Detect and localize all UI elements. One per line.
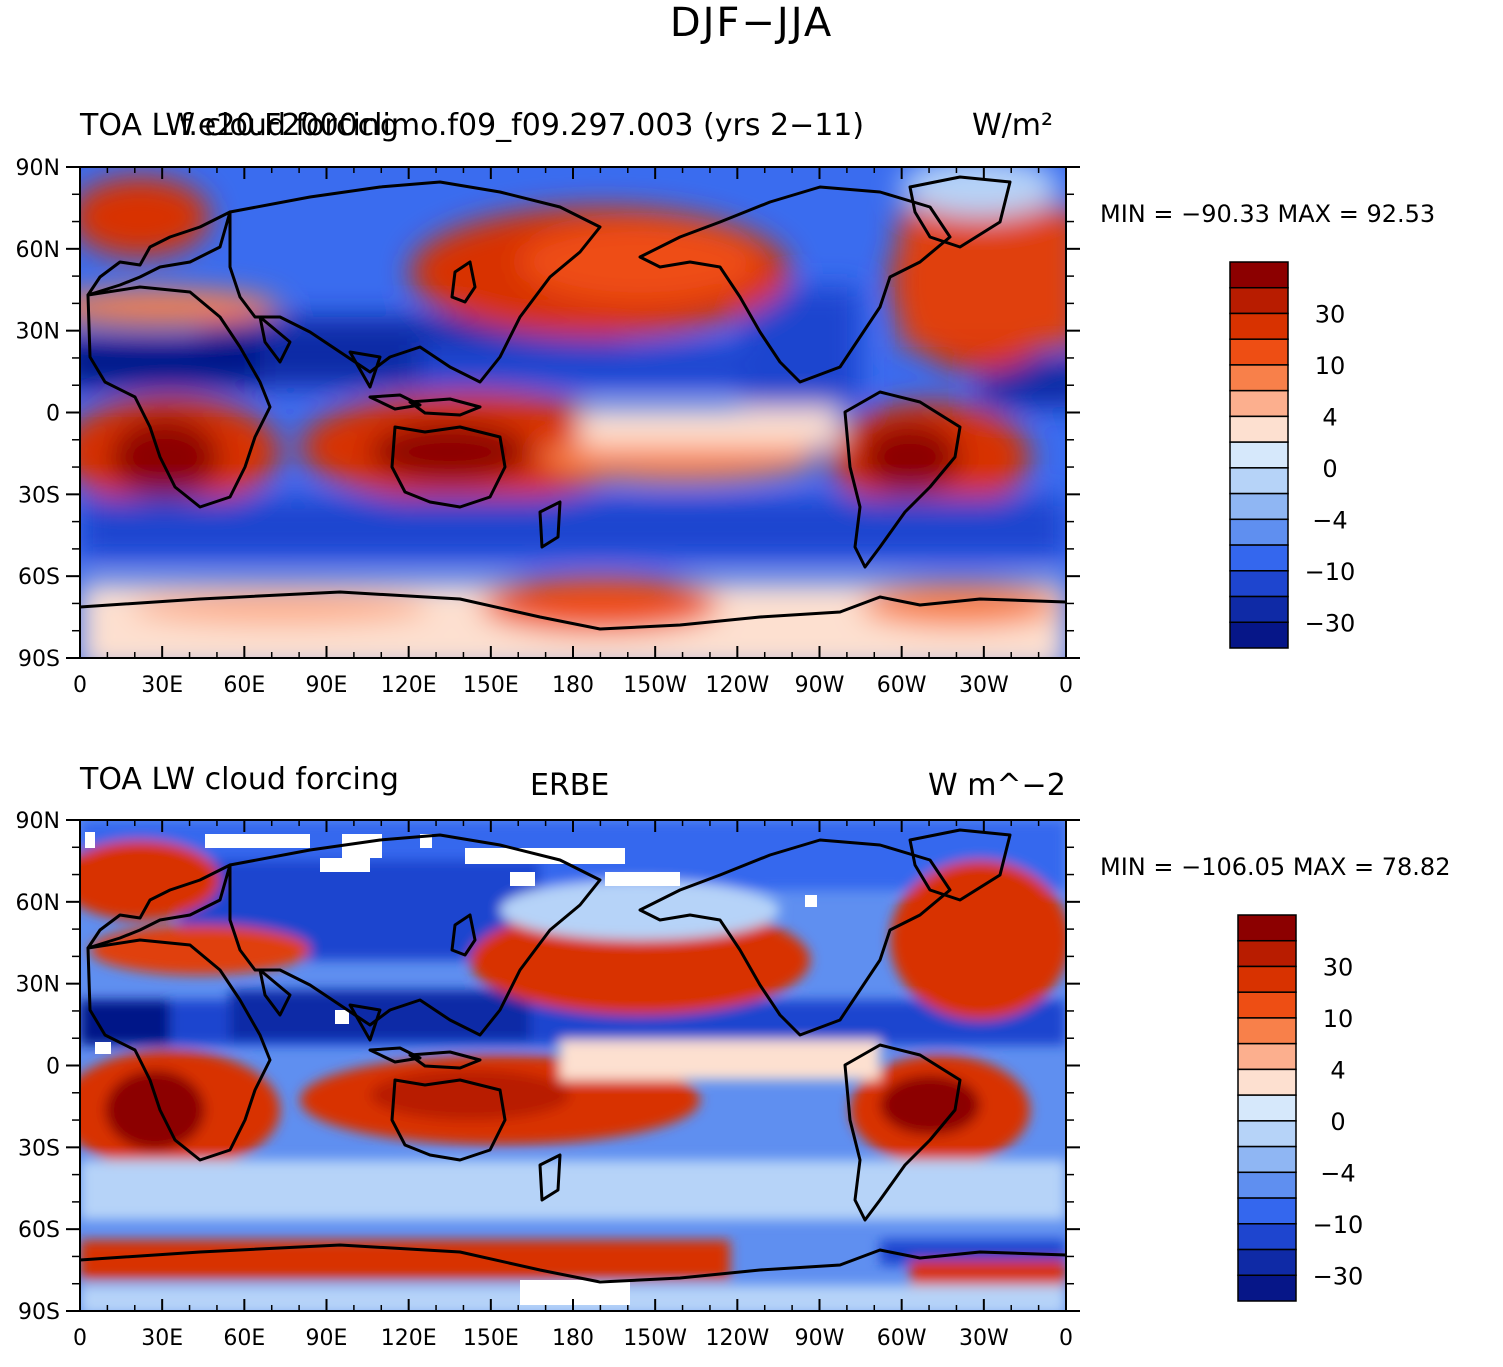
y-tick-label: 90S bbox=[18, 1300, 60, 1325]
colorbar-swatch bbox=[1237, 1223, 1297, 1251]
colorbar-swatch bbox=[1229, 312, 1289, 340]
y-tick-label: 30N bbox=[16, 320, 60, 345]
colorbar-label: −4 bbox=[1320, 1159, 1355, 1187]
x-tick-label: 60E bbox=[223, 1326, 265, 1351]
x-tick-label: 120E bbox=[381, 1326, 437, 1351]
colorbar-swatch bbox=[1237, 1171, 1297, 1199]
y-tick-label: 90N bbox=[16, 156, 60, 181]
colorbar-swatch bbox=[1237, 1068, 1297, 1096]
colorbar-swatch bbox=[1237, 1120, 1297, 1148]
x-tick-label: 150W bbox=[623, 673, 687, 698]
colorbar-label: −4 bbox=[1312, 506, 1347, 534]
figure-title: DJF−JJA bbox=[669, 0, 834, 46]
y-tick-label: 30S bbox=[18, 1136, 60, 1161]
colorbar-swatch bbox=[1229, 286, 1289, 315]
colorbar-label: 30 bbox=[1323, 953, 1354, 981]
colorbar-label: 10 bbox=[1315, 352, 1346, 380]
colorbar-swatch bbox=[1229, 467, 1289, 495]
y-tick-label: 0 bbox=[46, 402, 60, 427]
panel1-center-title: f.e20.F2000climo.f09_f09.297.003 (yrs 2−… bbox=[180, 108, 865, 143]
colorbar-swatch bbox=[1237, 1248, 1297, 1277]
colorbar-label: −30 bbox=[1313, 1262, 1364, 1290]
colorbar-swatch bbox=[1237, 914, 1297, 942]
panel1-units: W/m² bbox=[972, 108, 1054, 143]
colorbar-swatch bbox=[1229, 570, 1289, 598]
colorbar-swatch bbox=[1229, 518, 1289, 546]
panel2-minmax: MIN = −106.05 MAX = 78.82 bbox=[1100, 853, 1451, 881]
x-tick-label: 0 bbox=[1059, 1326, 1073, 1351]
colorbar-label: 4 bbox=[1322, 403, 1337, 431]
colorbar-swatch bbox=[1237, 1017, 1297, 1045]
colorbar-swatch bbox=[1229, 364, 1289, 392]
x-tick-label: 60W bbox=[877, 673, 927, 698]
x-tick-label: 120W bbox=[705, 1326, 769, 1351]
panel2-units: W m^−2 bbox=[928, 768, 1066, 803]
colorbar-label: 0 bbox=[1330, 1108, 1345, 1136]
x-tick-label: 30W bbox=[959, 1326, 1009, 1351]
x-tick-label: 0 bbox=[73, 673, 87, 698]
x-tick-label: 0 bbox=[1059, 673, 1073, 698]
panel1-left-title: TOA LW cloud forcing bbox=[80, 108, 399, 143]
colorbar-swatch bbox=[1229, 261, 1289, 289]
y-tick-label: 90N bbox=[16, 809, 60, 834]
colorbar-swatch bbox=[1229, 621, 1289, 649]
colorbar-swatch bbox=[1237, 939, 1297, 968]
panel2-map bbox=[80, 820, 1066, 1311]
panel1-map bbox=[80, 167, 1066, 658]
colorbar-label: −30 bbox=[1305, 609, 1356, 637]
colorbar-swatch bbox=[1237, 1197, 1297, 1225]
x-tick-label: 90E bbox=[306, 673, 348, 698]
y-tick-label: 30N bbox=[16, 973, 60, 998]
colorbar-swatch bbox=[1229, 338, 1289, 366]
colorbar-swatch bbox=[1229, 415, 1289, 443]
y-tick-label: 60N bbox=[16, 891, 60, 916]
x-tick-label: 120E bbox=[381, 673, 437, 698]
colorbar-label: 10 bbox=[1323, 1005, 1354, 1033]
colorbars: 30 10 4 0 −4 −10 −30 30 10 4 0 −4 −10 −30 bbox=[1229, 261, 1364, 1302]
x-tick-label: 30W bbox=[959, 673, 1009, 698]
colorbar-label: 0 bbox=[1322, 455, 1337, 483]
y-tick-label: 90S bbox=[18, 647, 60, 672]
x-tick-label: 180 bbox=[552, 1326, 594, 1351]
colorbar-swatch bbox=[1229, 492, 1289, 521]
y-tick-label: 0 bbox=[46, 1055, 60, 1080]
y-tick-label: 60S bbox=[18, 565, 60, 590]
y-tick-label: 60S bbox=[18, 1218, 60, 1243]
panel2-center-title: ERBE bbox=[530, 768, 610, 803]
colorbar-label: 4 bbox=[1330, 1056, 1345, 1084]
x-tick-label: 120W bbox=[705, 673, 769, 698]
colorbar-swatch bbox=[1229, 544, 1289, 572]
x-tick-label: 30E bbox=[141, 673, 183, 698]
x-tick-label: 90E bbox=[306, 1326, 348, 1351]
x-tick-label: 90W bbox=[795, 673, 845, 698]
x-tick-label: 30E bbox=[141, 1326, 183, 1351]
colorbar-label: −10 bbox=[1305, 558, 1356, 586]
x-tick-label: 0 bbox=[73, 1326, 87, 1351]
colorbar-swatch bbox=[1237, 1274, 1297, 1302]
x-tick-label: 180 bbox=[552, 673, 594, 698]
colorbar-swatch bbox=[1237, 1042, 1297, 1071]
colorbar-swatch bbox=[1237, 1094, 1297, 1122]
colorbar-swatch bbox=[1237, 991, 1297, 1019]
colorbar-label: 30 bbox=[1315, 300, 1346, 328]
colorbar-swatch bbox=[1229, 595, 1289, 624]
x-tick-label: 150E bbox=[463, 673, 519, 698]
panel1-minmax: MIN = −90.33 MAX = 92.53 bbox=[1100, 200, 1436, 228]
colorbar-swatch bbox=[1237, 1145, 1297, 1174]
panel2-left-title: TOA LW cloud forcing bbox=[80, 762, 399, 797]
y-tick-label: 60N bbox=[16, 238, 60, 263]
colorbar-label: −10 bbox=[1313, 1211, 1364, 1239]
x-tick-label: 150E bbox=[463, 1326, 519, 1351]
x-tick-label: 150W bbox=[623, 1326, 687, 1351]
x-tick-label: 60E bbox=[223, 673, 265, 698]
colorbar-swatch bbox=[1229, 441, 1289, 469]
axes: 0 30E 60E 90E 120E 150E 180 150W 120W 90W 60W 30W 09… bbox=[16, 156, 1080, 1351]
y-tick-label: 30S bbox=[18, 483, 60, 508]
x-tick-label: 90W bbox=[795, 1326, 845, 1351]
colorbar-swatch bbox=[1229, 389, 1289, 418]
colorbar-swatch bbox=[1237, 965, 1297, 993]
x-tick-label: 60W bbox=[877, 1326, 927, 1351]
